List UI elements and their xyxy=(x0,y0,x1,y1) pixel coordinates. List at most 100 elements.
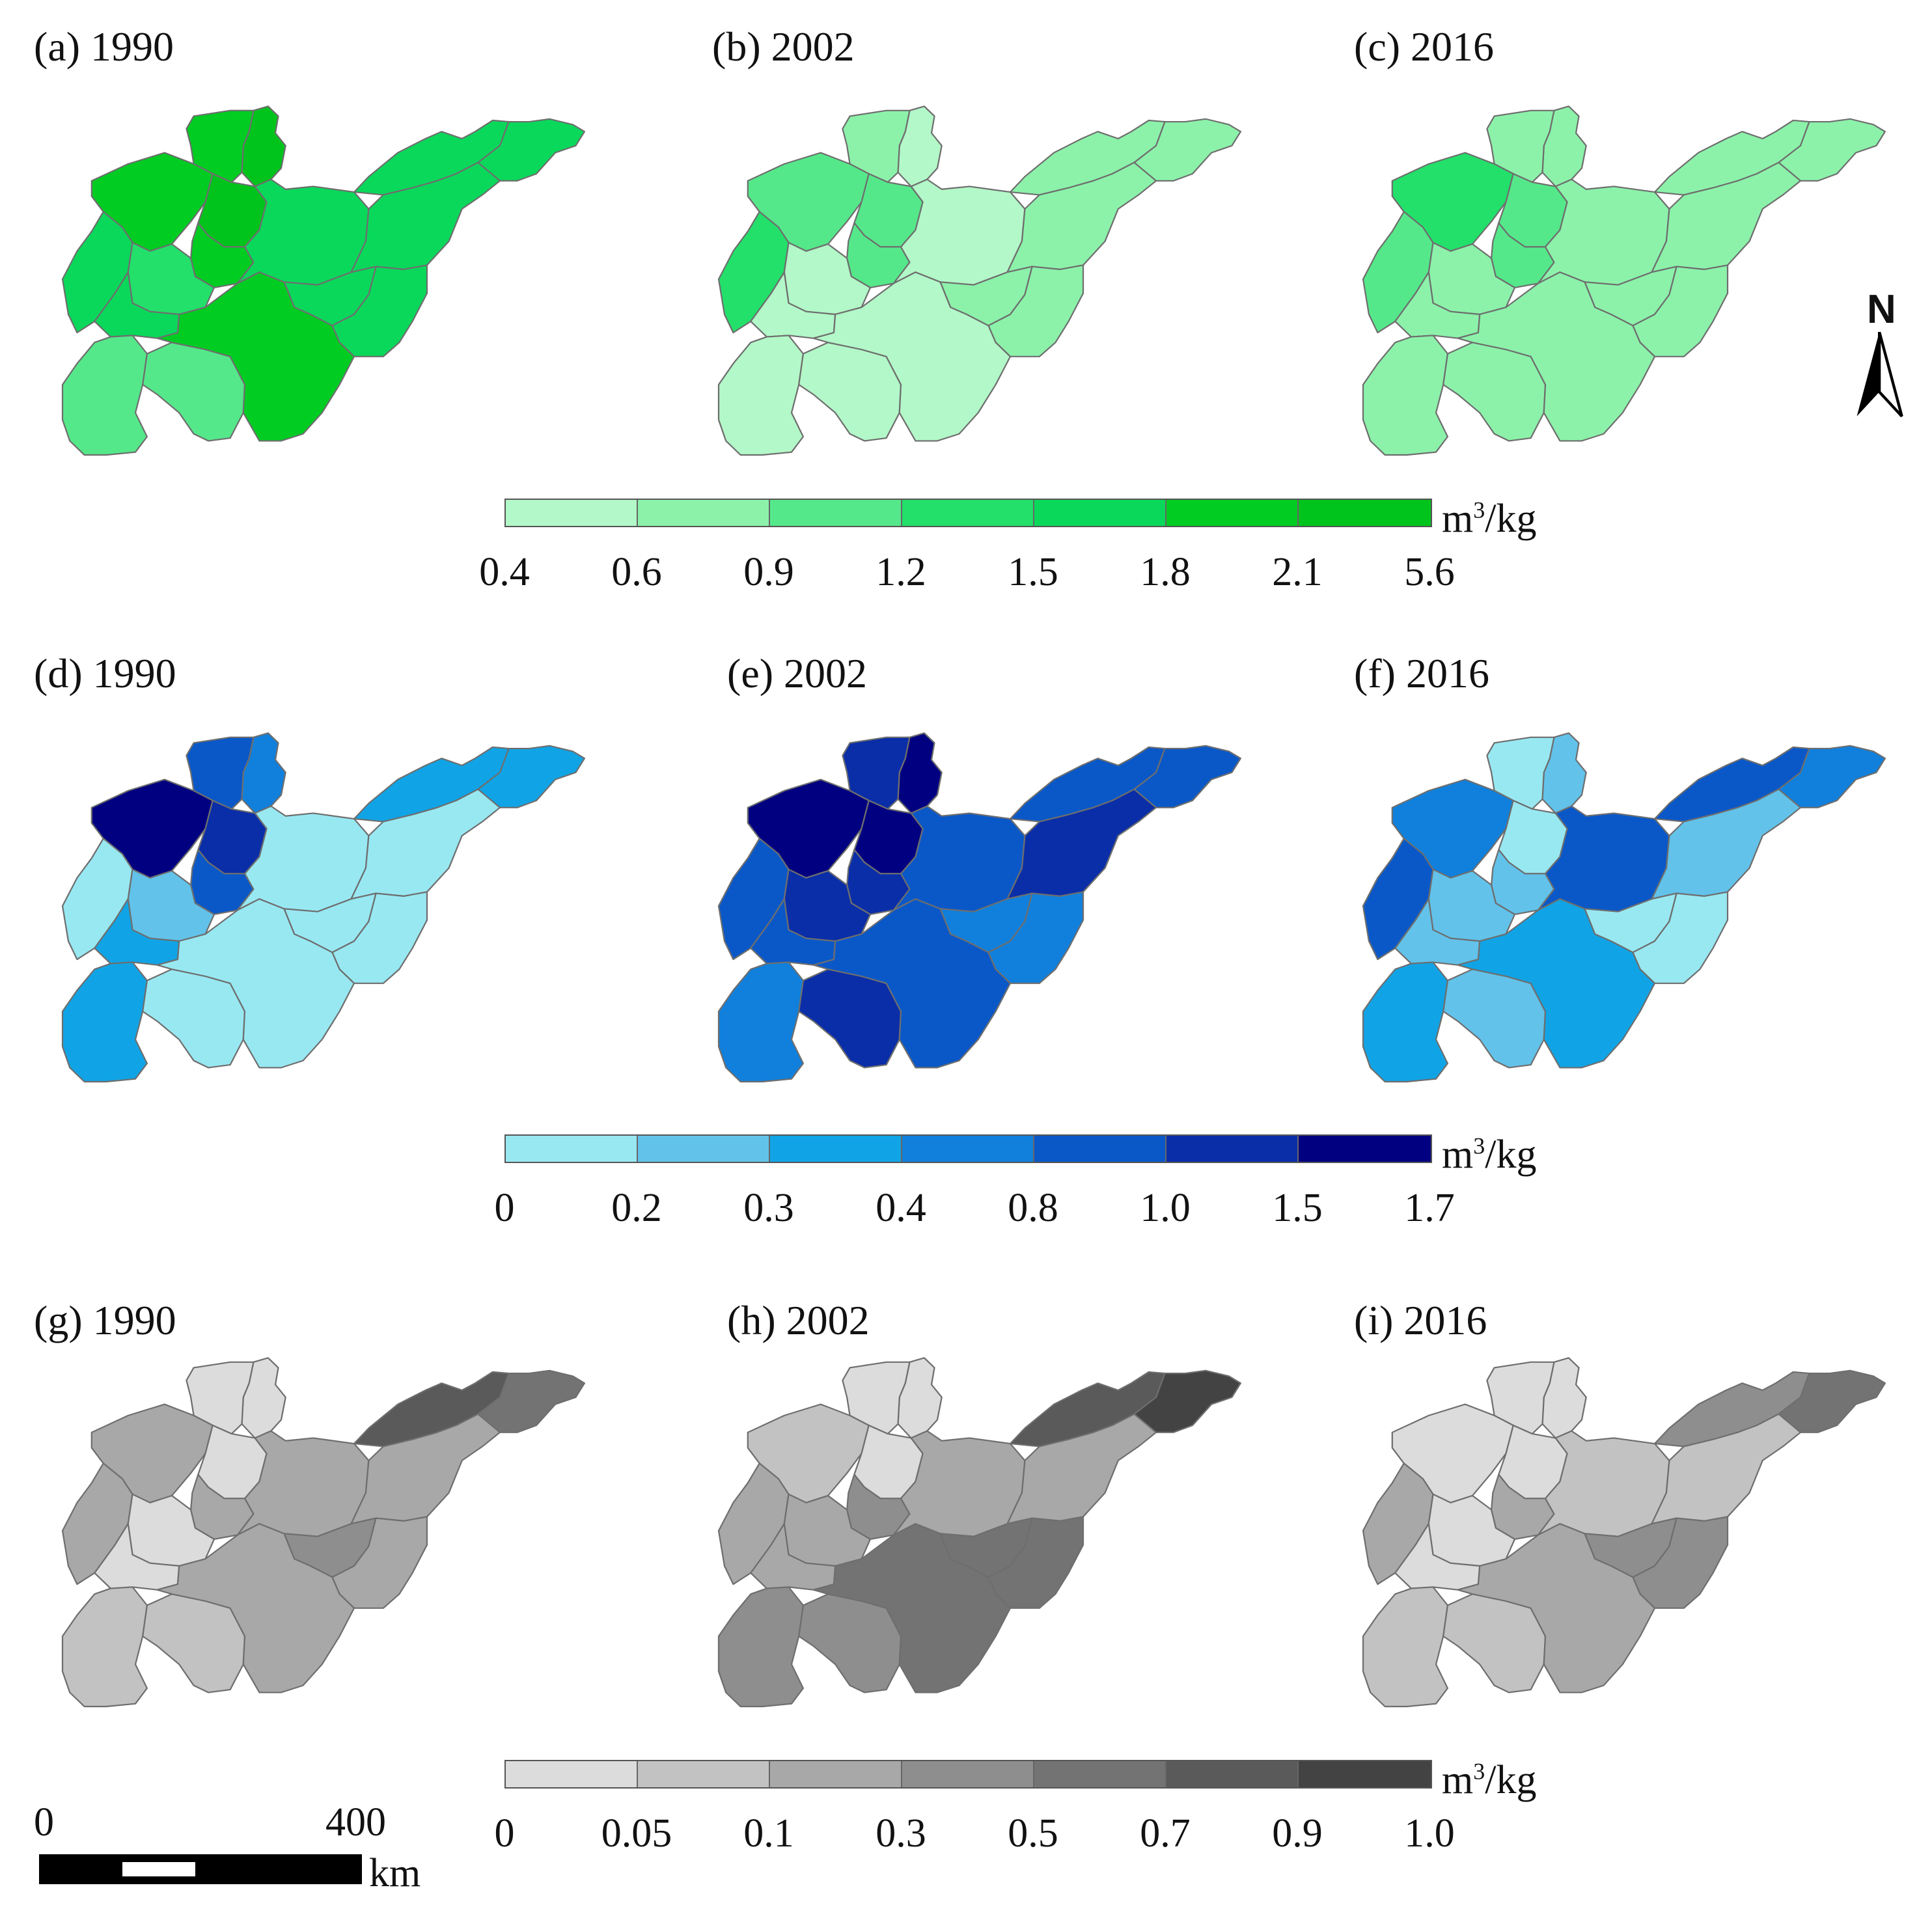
prefecture-region xyxy=(1632,891,1729,984)
scale-bar: 0 400 km xyxy=(34,1800,421,1895)
prefecture-region xyxy=(1362,335,1449,456)
prefecture-region xyxy=(717,1586,805,1708)
prefecture-region xyxy=(812,271,1012,442)
prefecture-region xyxy=(1457,1523,1656,1694)
legend-green-bar xyxy=(504,499,1432,527)
prefecture-region xyxy=(331,264,428,357)
prefecture-region xyxy=(1362,961,1449,1083)
panel-title-e: (e) 2002 xyxy=(727,650,868,696)
prefecture-region xyxy=(331,891,428,984)
prefecture-region xyxy=(1442,968,1547,1069)
legend-green-tick-label: 1.5 xyxy=(1008,550,1058,594)
scale-start-label: 0 xyxy=(34,1800,54,1845)
prefecture-region xyxy=(987,264,1084,357)
legend-blue-tick-label: 0.2 xyxy=(611,1186,662,1230)
legend-blue-tick-label: 0.3 xyxy=(743,1186,794,1230)
prefecture-region xyxy=(142,342,246,442)
prefecture-region xyxy=(987,1516,1084,1609)
prefecture-region xyxy=(717,335,805,456)
legend-gray-tick-label: 1.0 xyxy=(1404,1811,1455,1856)
legend-green-tick-label: 1.8 xyxy=(1140,550,1191,594)
prefecture-region xyxy=(1651,161,1802,273)
legend-green-tick-label: 2.1 xyxy=(1272,550,1323,594)
legend-blue-tick-label: 1.0 xyxy=(1140,1186,1191,1230)
legend-gray-swatch xyxy=(638,1761,770,1787)
prefecture-region xyxy=(1442,342,1547,442)
legend-blue-swatch xyxy=(1166,1136,1299,1162)
panel-title-d: (d) 1990 xyxy=(34,650,176,696)
legend-gray-swatch xyxy=(1166,1761,1299,1787)
prefecture-region xyxy=(1632,264,1729,357)
legend-gray-tick-label: 0.9 xyxy=(1272,1811,1323,1856)
prefecture-region xyxy=(1006,1413,1157,1525)
legend-green-tick-label: 1.2 xyxy=(876,550,926,594)
legend-gray-swatch xyxy=(1299,1761,1431,1787)
legend-green-swatch xyxy=(1166,500,1299,526)
legend-blue-swatch xyxy=(770,1136,902,1162)
prefecture-region xyxy=(798,968,902,1069)
map-i xyxy=(1362,1357,1886,1708)
prefecture-region xyxy=(842,736,911,810)
prefecture-region xyxy=(61,961,148,1083)
legend-gray-tick-label: 0.7 xyxy=(1140,1811,1191,1856)
legend-blue-swatch xyxy=(1299,1136,1431,1162)
legend-blue-swatch xyxy=(638,1136,770,1162)
panel-title-h: (h) 2002 xyxy=(727,1297,870,1343)
legend-gray-tick-label: 0.1 xyxy=(743,1811,794,1856)
prefecture-region xyxy=(186,736,255,810)
legend-gray-swatch xyxy=(902,1761,1034,1787)
map-g xyxy=(61,1357,586,1708)
legend-green-tick-label: 0.6 xyxy=(611,550,662,594)
map-b xyxy=(717,105,1242,456)
legend-green-swatch xyxy=(1034,500,1166,526)
legend-gray-bar xyxy=(504,1760,1432,1789)
legend-blue-tick-label: 1.5 xyxy=(1272,1186,1323,1230)
legend-green-tick-label: 0.4 xyxy=(479,550,530,594)
legend-blue-swatch xyxy=(1034,1136,1166,1162)
map-d xyxy=(61,732,586,1083)
prefecture-region xyxy=(156,898,355,1069)
prefecture-region xyxy=(1457,898,1656,1069)
scale-end-label: 400 xyxy=(325,1800,386,1845)
prefecture-region xyxy=(798,1593,902,1694)
legend-green-swatch xyxy=(1299,500,1431,526)
legend-green-tick-label: 5.6 xyxy=(1404,550,1455,594)
prefecture-region xyxy=(331,1516,428,1609)
legend-green-unit: m3/kg xyxy=(1442,497,1537,541)
map-h xyxy=(717,1357,1242,1708)
prefecture-region xyxy=(61,1586,148,1708)
prefecture-region xyxy=(350,1413,501,1525)
scale-bar-graphic xyxy=(39,1854,362,1884)
prefecture-region xyxy=(156,271,355,442)
prefecture-region xyxy=(1442,1593,1547,1694)
prefecture-region xyxy=(842,109,911,184)
map-a xyxy=(61,105,586,456)
prefecture-region xyxy=(1486,736,1555,810)
prefecture-region xyxy=(1006,161,1157,273)
prefecture-region xyxy=(350,161,501,273)
prefecture-region xyxy=(350,788,501,900)
prefecture-region xyxy=(1651,788,1802,900)
prefecture-region xyxy=(186,109,255,184)
legend-gray-tick-label: 0.05 xyxy=(601,1811,672,1856)
legend-gray-swatch xyxy=(1034,1761,1166,1787)
legend-gray-tick-label: 0 xyxy=(494,1811,515,1856)
panel-title-i: (i) 2016 xyxy=(1354,1297,1487,1343)
panel-title-b: (b) 2002 xyxy=(712,23,855,70)
legend-green-swatch xyxy=(506,500,638,526)
panel-title-c: (c) 2016 xyxy=(1354,23,1495,70)
legend-gray-swatch xyxy=(506,1761,638,1787)
prefecture-region xyxy=(1457,271,1656,442)
prefecture-region xyxy=(842,1361,911,1435)
map-c xyxy=(1362,105,1886,456)
north-label: N xyxy=(1867,287,1896,332)
prefecture-region xyxy=(61,335,148,456)
prefecture-region xyxy=(142,1593,246,1694)
prefecture-region xyxy=(987,891,1084,984)
legend-green-swatch xyxy=(902,500,1034,526)
legend-blue-swatch xyxy=(506,1136,638,1162)
map-f xyxy=(1362,732,1886,1083)
prefecture-region xyxy=(812,1523,1012,1694)
legend-green-swatch xyxy=(638,500,770,526)
